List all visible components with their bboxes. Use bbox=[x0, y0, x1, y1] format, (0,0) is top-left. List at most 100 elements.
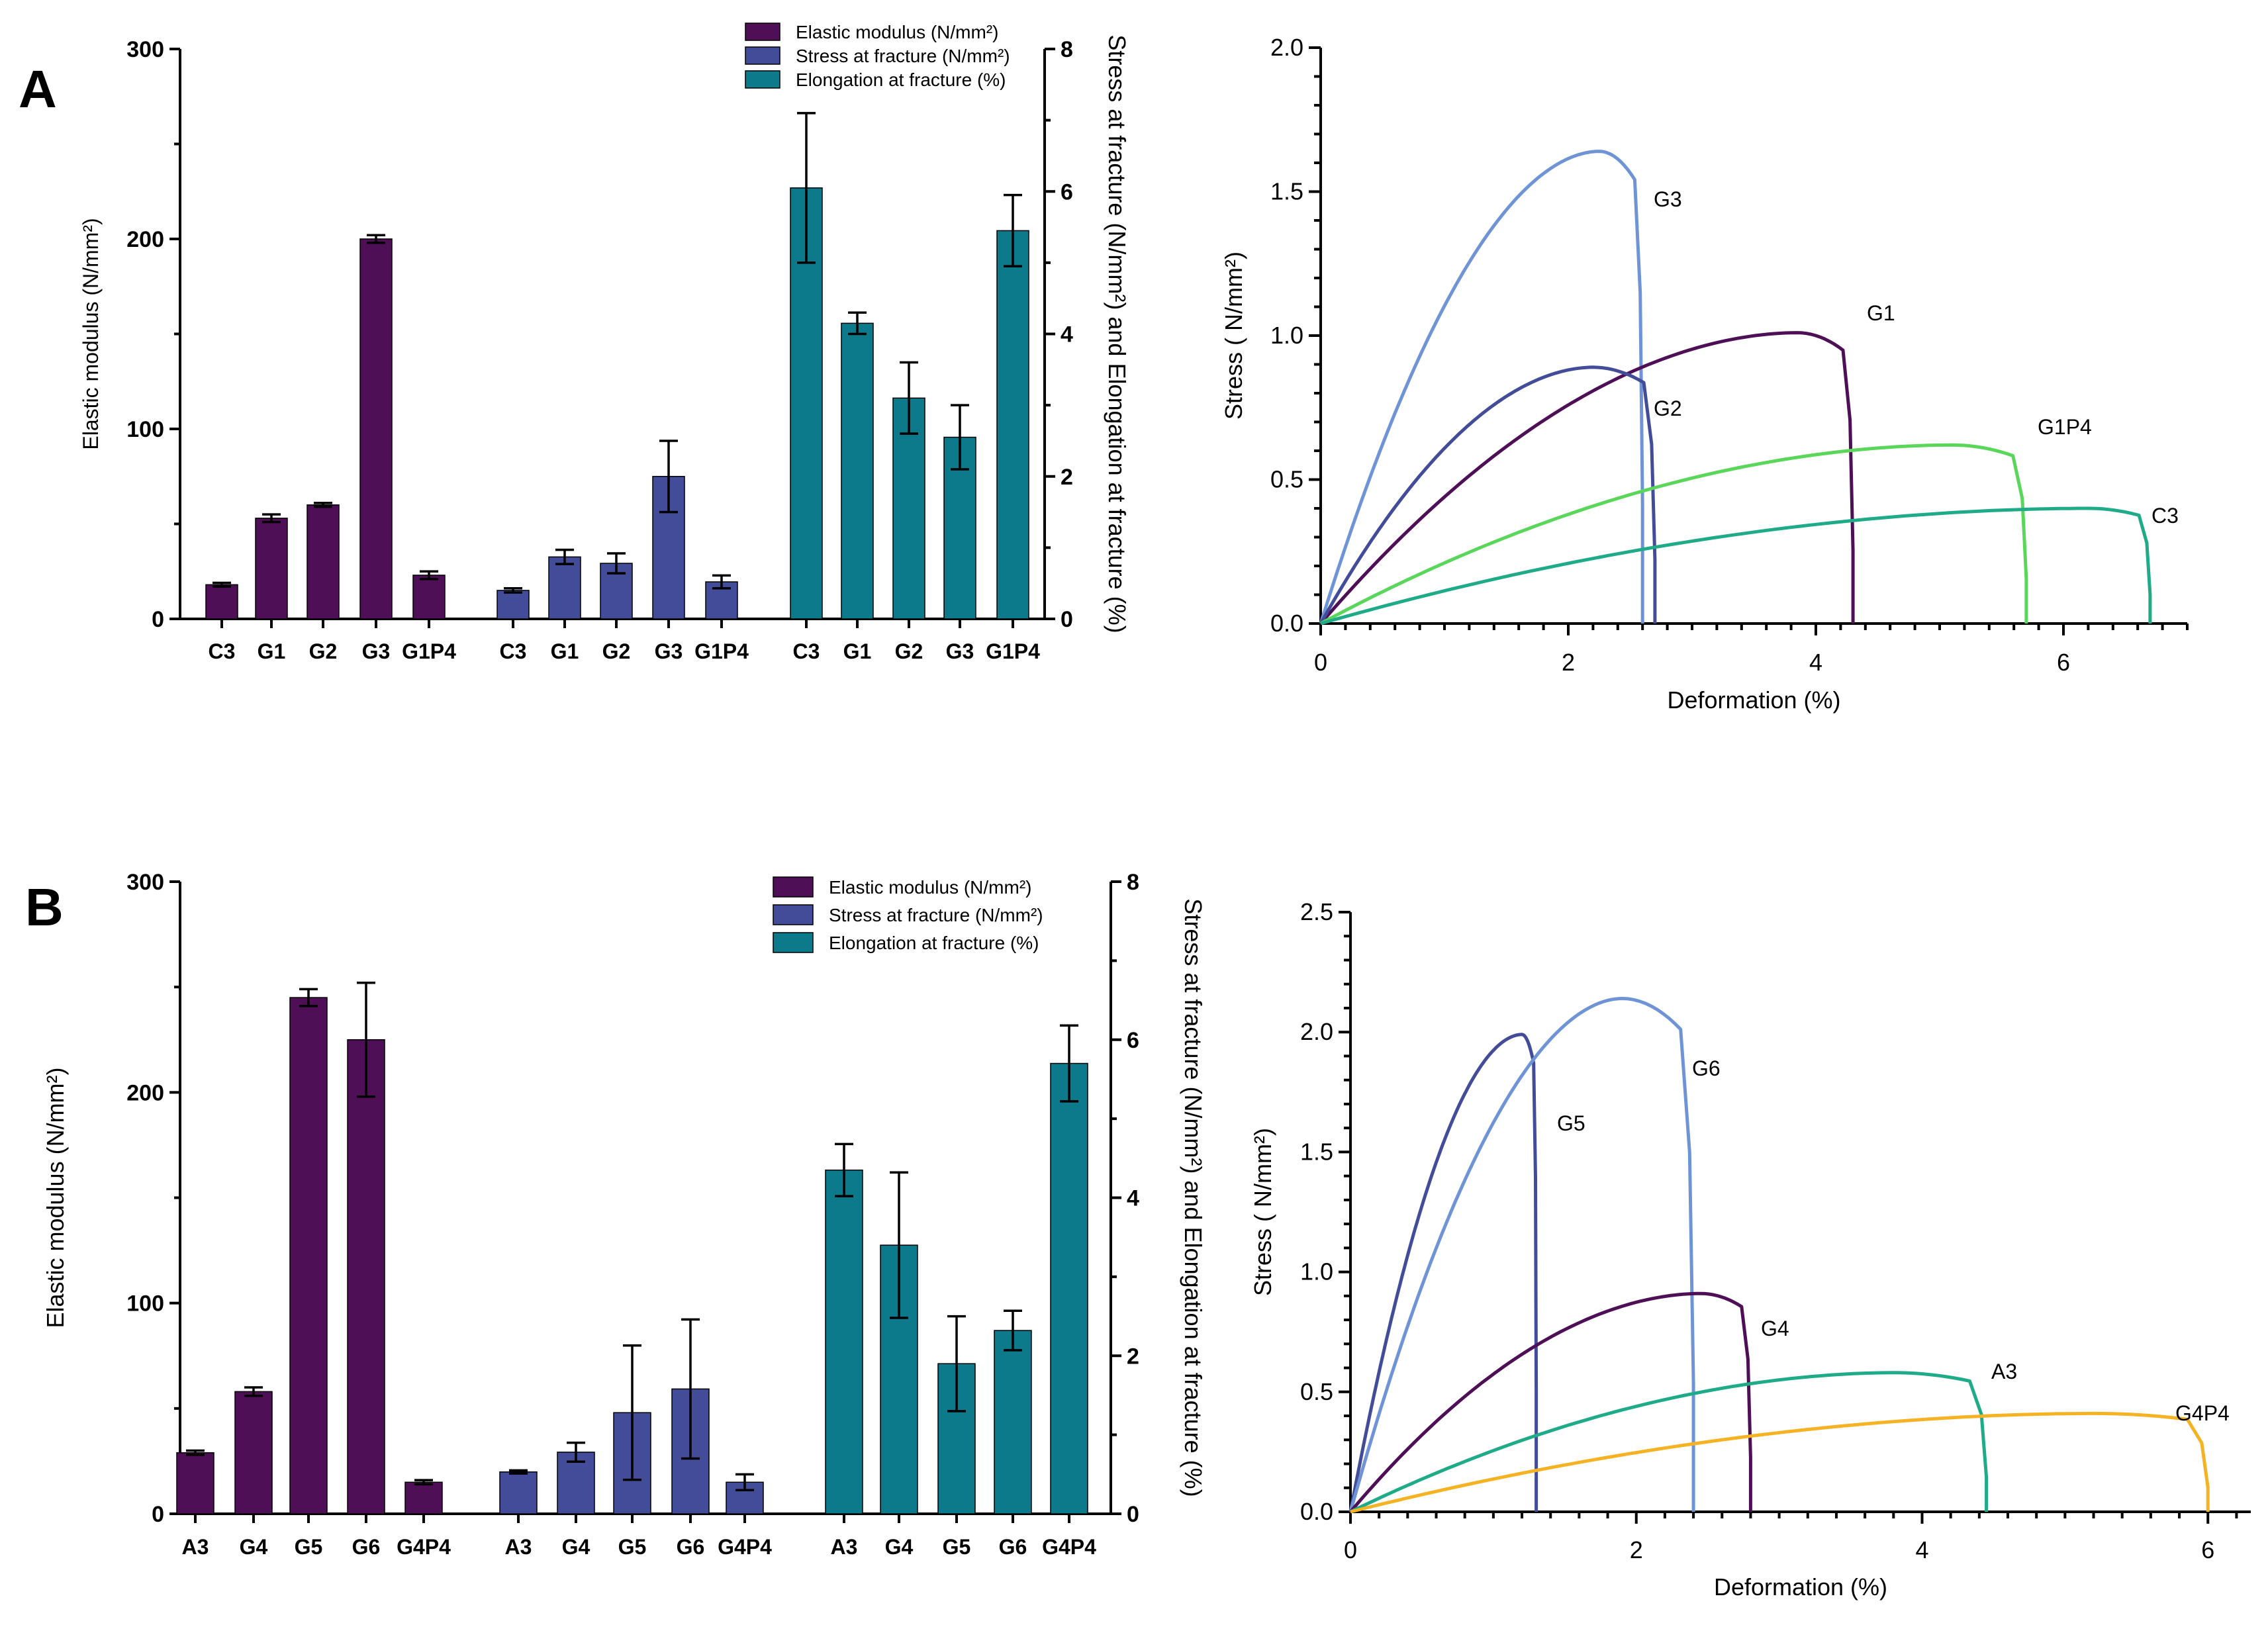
legend-swatch bbox=[773, 932, 814, 953]
y-tick-label: 0.5 bbox=[1300, 1378, 1333, 1405]
bar-elongation-at-fracture-g1p4 bbox=[996, 230, 1029, 620]
category-label: C3 bbox=[500, 639, 527, 663]
curve-label-g6: G6 bbox=[1692, 1056, 1721, 1080]
left-tick-label: 200 bbox=[126, 227, 164, 252]
category-label: G4 bbox=[885, 1535, 914, 1559]
legend-swatch bbox=[745, 70, 780, 89]
line-chart-a: 0 2 4 6 0.0 0.5 1.0 1.5 2.0 Deformation (%) Stress… bbox=[1220, 34, 2189, 714]
curve-g4p4 bbox=[1350, 1411, 2210, 1514]
category-label: G4P4 bbox=[718, 1535, 772, 1559]
bar-elongation-at-fracture-a3 bbox=[825, 1169, 863, 1514]
category-label: G1 bbox=[551, 639, 579, 663]
category-label: G2 bbox=[895, 639, 923, 663]
bar-elastic-modulus-g1p4 bbox=[412, 575, 446, 620]
right-tick-label: 4 bbox=[1127, 1186, 1139, 1211]
right-tick-label: 2 bbox=[1127, 1344, 1139, 1369]
category-label: G4 bbox=[240, 1535, 268, 1559]
legend-label: Elastic modulus (N/mm²) bbox=[829, 877, 1031, 898]
legend-swatch bbox=[773, 876, 814, 898]
curve-label-g1: G1 bbox=[1867, 301, 1895, 325]
category-label: G1P4 bbox=[694, 639, 749, 663]
x-tick-label: 0 bbox=[1314, 649, 1327, 676]
right-tick-label: 0 bbox=[1127, 1502, 1139, 1527]
left-tick-label: 300 bbox=[126, 870, 164, 895]
y-tick-label: 2.0 bbox=[1270, 34, 1303, 61]
curve-label-c3: C3 bbox=[2151, 504, 2179, 528]
bar-elastic-modulus-g4 bbox=[234, 1391, 273, 1514]
curve-label-g2: G2 bbox=[1654, 396, 1682, 420]
category-label: G5 bbox=[295, 1535, 323, 1559]
left-tick-label: 0 bbox=[152, 607, 164, 632]
bar-elongation-at-fracture-g6 bbox=[994, 1330, 1032, 1514]
y-tick-label: 0.5 bbox=[1270, 466, 1303, 493]
y-tick-label: 1.5 bbox=[1300, 1138, 1333, 1165]
bar-chart-a: 0 100 200 300 0 2 4 6 8 Elastic modulus (N/mm²) St… bbox=[79, 22, 1131, 663]
bar-elastic-modulus-g3 bbox=[359, 238, 393, 620]
bar-elastic-modulus-a3 bbox=[176, 1452, 214, 1514]
curve-g1 bbox=[1319, 331, 1855, 625]
right-tick-label: 8 bbox=[1061, 37, 1073, 62]
curve-a3 bbox=[1349, 1371, 1989, 1514]
category-label: C3 bbox=[793, 639, 820, 663]
panel-letter-b: B bbox=[25, 878, 64, 937]
category-label: G1 bbox=[843, 639, 872, 663]
left-tick-label: 100 bbox=[126, 417, 164, 442]
curve-label-g3: G3 bbox=[1654, 187, 1682, 211]
bar-elastic-modulus-g4p4 bbox=[404, 1481, 443, 1514]
bar-elongation-at-fracture-g4p4 bbox=[1050, 1062, 1088, 1514]
x-axis-title: Deformation (%) bbox=[1667, 686, 1840, 714]
curve-label-g4: G4 bbox=[1761, 1317, 1789, 1340]
curve-label-g5: G5 bbox=[1557, 1111, 1585, 1135]
x-tick-label: 2 bbox=[1630, 1536, 1643, 1563]
legend-label: Stress at fracture (N/mm²) bbox=[796, 46, 1010, 66]
x-axis-title: Deformation (%) bbox=[1714, 1573, 1887, 1601]
y-tick-label: 2.5 bbox=[1300, 898, 1333, 925]
bar-elongation-at-fracture-g1 bbox=[841, 322, 874, 620]
category-label: G4 bbox=[562, 1535, 591, 1559]
left-tick-label: 100 bbox=[126, 1291, 164, 1317]
left-tick-label: 200 bbox=[126, 1080, 164, 1105]
category-label: G4P4 bbox=[1042, 1535, 1096, 1559]
bar-stress-at-fracture-c3 bbox=[496, 590, 530, 620]
x-tick-label: 2 bbox=[1562, 649, 1575, 676]
bar-elastic-modulus-g2 bbox=[307, 504, 340, 620]
category-label: G1 bbox=[258, 639, 286, 663]
legend-label: Stress at fracture (N/mm²) bbox=[829, 905, 1043, 925]
category-label: G5 bbox=[618, 1535, 647, 1559]
bar-stress-at-fracture-a3 bbox=[499, 1471, 538, 1514]
bar-elastic-modulus-g5 bbox=[289, 997, 328, 1514]
right-tick-label: 6 bbox=[1127, 1028, 1139, 1053]
curve-g3 bbox=[1319, 150, 1644, 624]
y-tick-label: 1.0 bbox=[1270, 322, 1303, 349]
legend-swatch bbox=[773, 904, 814, 925]
y-axis-title: Stress ( N/mm²) bbox=[1220, 252, 1247, 420]
right-axis-title: Stress at fracture (N/mm²) and Elongatio… bbox=[1104, 34, 1131, 633]
category-label: A3 bbox=[831, 1535, 858, 1559]
left-axis-title: Elastic modulus (N/mm²) bbox=[79, 218, 103, 449]
category-label: G2 bbox=[309, 639, 338, 663]
y-tick-label: 1.0 bbox=[1300, 1258, 1333, 1285]
left-tick-label: 300 bbox=[126, 37, 164, 62]
bar-elastic-modulus-c3 bbox=[205, 584, 238, 620]
curve-label-a3: A3 bbox=[1991, 1360, 2017, 1383]
y-tick-label: 1.5 bbox=[1270, 178, 1303, 205]
bar-stress-at-fracture-g1 bbox=[548, 556, 581, 620]
category-label: A3 bbox=[505, 1535, 532, 1559]
bar-elastic-modulus-g6 bbox=[347, 1039, 385, 1514]
category-label: G1P4 bbox=[986, 639, 1040, 663]
y-tick-label: 2.0 bbox=[1300, 1018, 1333, 1045]
y-axis-title: Stress ( N/mm²) bbox=[1249, 1128, 1276, 1296]
panel-letter-a: A bbox=[19, 60, 57, 118]
curve-c3 bbox=[1320, 506, 2152, 626]
line-chart-b: 0 2 4 6 0.0 0.5 1.0 1.5 2.0 2.5 Deformation (%) Str… bbox=[1249, 898, 2251, 1601]
x-tick-label: 6 bbox=[2201, 1536, 2214, 1563]
x-tick-label: 4 bbox=[1809, 649, 1822, 676]
x-tick-label: 0 bbox=[1344, 1536, 1357, 1563]
category-label: G2 bbox=[602, 639, 631, 663]
bar-chart-b: 0 100 200 300 0 2 4 6 8 Elastic modulus (N/mm²) St… bbox=[42, 870, 1207, 1559]
left-tick-label: 0 bbox=[152, 1502, 164, 1527]
legend-swatch bbox=[745, 23, 780, 41]
right-tick-label: 4 bbox=[1061, 322, 1073, 348]
curve-g5 bbox=[1348, 1033, 1538, 1512]
x-tick-label: 6 bbox=[2057, 649, 2070, 676]
